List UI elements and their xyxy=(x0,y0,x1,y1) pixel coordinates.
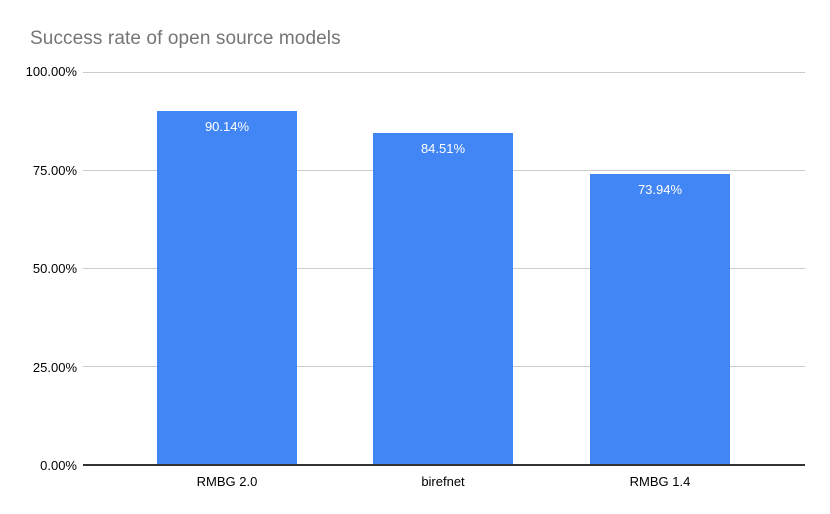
bar-value-label: 90.14% xyxy=(204,118,250,134)
y-axis-tick-label: 50.00% xyxy=(32,261,77,276)
bar-value-label: 84.51% xyxy=(420,140,466,156)
x-axis-category-label: birefnet xyxy=(421,474,465,489)
y-axis-tick-label: 100.00% xyxy=(25,64,77,79)
y-axis: 100.00% 75.00% 50.00% 25.00% 0.00% xyxy=(0,65,77,473)
gridline xyxy=(83,72,805,73)
bar-rmbg-2-0[interactable]: 90.14% xyxy=(157,110,297,464)
x-axis-category-label: RMBG 1.4 xyxy=(629,474,691,489)
x-axis-category-label: RMBG 2.0 xyxy=(196,474,258,489)
bar-value-label: 73.94% xyxy=(637,182,683,198)
bar-rmbg-1-4[interactable]: 73.94% xyxy=(590,174,730,464)
y-axis-tick-label: 75.00% xyxy=(32,162,77,178)
y-axis-tick-label: 0.00% xyxy=(40,458,77,473)
y-axis-tick-label: 25.00% xyxy=(32,359,77,375)
plot-area: 90.14% 84.51% 73.94% xyxy=(83,72,805,466)
bar-birefnet[interactable]: 84.51% xyxy=(373,132,513,464)
chart-title: Success rate of open source models xyxy=(30,28,341,49)
